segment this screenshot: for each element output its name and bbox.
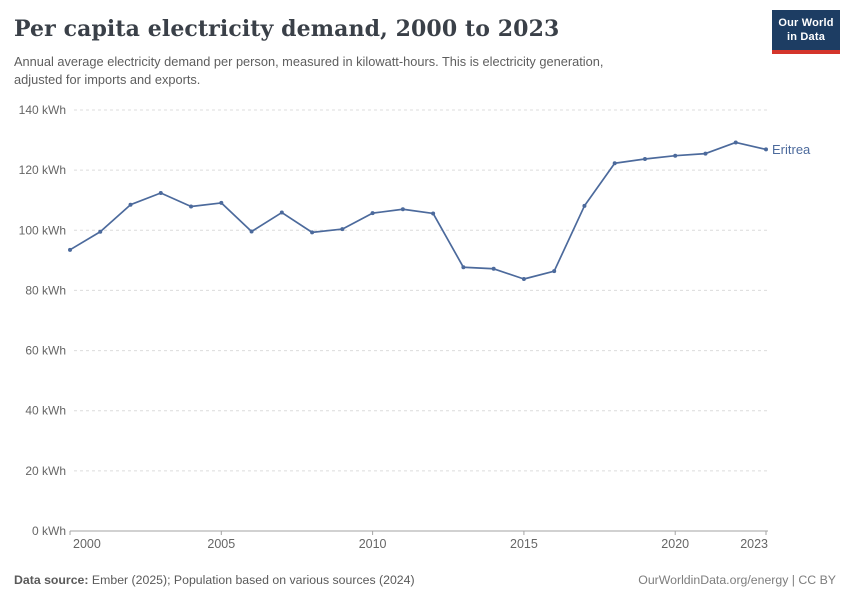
data-point bbox=[582, 203, 587, 208]
data-point bbox=[612, 161, 617, 166]
data-point bbox=[491, 266, 496, 271]
data-point bbox=[764, 147, 768, 152]
data-point bbox=[98, 229, 103, 234]
subtitle-line-2: adjusted for imports and exports. bbox=[14, 71, 201, 87]
data-point bbox=[733, 140, 738, 145]
page-title: Per capita electricity demand, 2000 to 2… bbox=[14, 16, 560, 42]
y-tick-label: 20 kWh bbox=[25, 464, 66, 478]
owid-logo-accent-bar bbox=[772, 50, 840, 54]
x-tick-label: 2000 bbox=[73, 537, 101, 551]
data-point bbox=[219, 200, 224, 205]
data-point bbox=[128, 202, 133, 207]
x-tick-label: 2010 bbox=[359, 537, 387, 551]
data-point bbox=[431, 211, 436, 216]
chart-subtitle: Annual average electricity demand per pe… bbox=[14, 53, 734, 89]
y-tick-label: 100 kWh bbox=[19, 223, 66, 237]
data-point bbox=[340, 227, 345, 232]
data-source-note: Data source: Ember (2025); Population ba… bbox=[14, 573, 415, 587]
data-point bbox=[310, 230, 315, 235]
data-point bbox=[703, 151, 708, 156]
data-point bbox=[552, 269, 557, 274]
owid-logo-text: Our World in Data bbox=[778, 16, 834, 43]
y-tick-label: 80 kWh bbox=[25, 283, 66, 297]
chart-footer: Data source: Ember (2025); Population ba… bbox=[14, 573, 836, 587]
owid-logo[interactable]: Our World in Data bbox=[772, 10, 840, 54]
data-point bbox=[279, 210, 284, 215]
data-point bbox=[68, 247, 72, 252]
x-tick-label: 2005 bbox=[207, 537, 235, 551]
data-point bbox=[461, 265, 466, 270]
data-point bbox=[521, 277, 526, 282]
data-point bbox=[249, 229, 254, 234]
y-tick-label: 0 kWh bbox=[32, 524, 66, 538]
y-tick-label: 60 kWh bbox=[25, 344, 66, 358]
data-source-text: Ember (2025); Population based on variou… bbox=[88, 573, 415, 587]
subtitle-line-1: Annual average electricity demand per pe… bbox=[14, 54, 604, 69]
x-tick-label: 2015 bbox=[510, 537, 538, 551]
y-tick-label: 40 kWh bbox=[25, 404, 66, 418]
data-source-label: Data source: bbox=[14, 573, 89, 587]
y-tick-label: 140 kWh bbox=[19, 103, 66, 117]
data-point bbox=[673, 153, 678, 158]
data-point bbox=[400, 207, 405, 212]
data-point bbox=[158, 190, 163, 195]
data-point bbox=[642, 157, 647, 162]
data-line bbox=[69, 141, 767, 280]
line-chart: 0 kWh 20 kWh 40 kWh 60 kWh 80 kWh 100 kWh 120 … bbox=[19, 103, 811, 551]
data-point bbox=[189, 204, 194, 209]
x-tick-label: 2020 bbox=[661, 537, 689, 551]
owid-link[interactable]: OurWorldinData.org/energy | CC BY bbox=[638, 573, 836, 587]
series-label: Eritrea bbox=[772, 142, 811, 157]
data-point bbox=[370, 211, 375, 216]
y-tick-label: 120 kWh bbox=[19, 163, 66, 177]
x-tick-label: 2023 bbox=[740, 537, 768, 551]
